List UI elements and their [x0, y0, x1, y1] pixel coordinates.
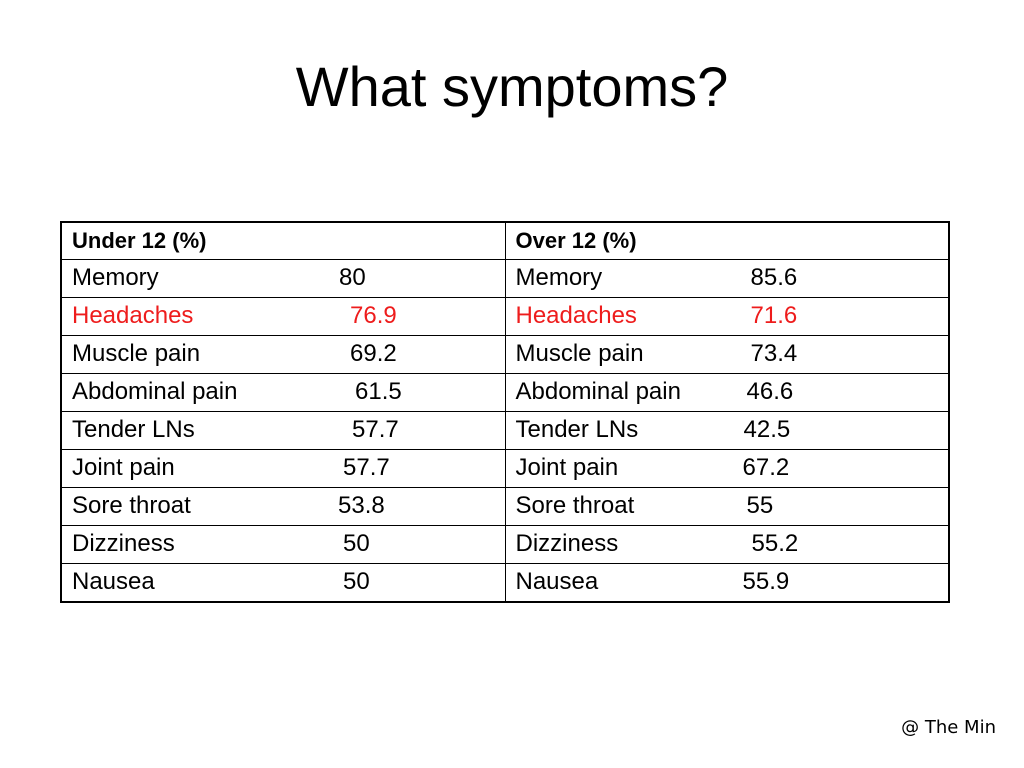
symptom-name: Abdominal pain	[72, 377, 238, 405]
over-12-cell: Joint pain 67.2	[504, 448, 950, 488]
symptom-percent: 57.7	[343, 453, 390, 481]
table-row: Abdominal pain 61.5 Abdominal pain 46.6	[60, 372, 950, 412]
symptom-percent: 85.6	[750, 263, 798, 291]
over-12-cell: Memory 85.6	[504, 258, 950, 298]
symptom-percent: 71.6	[750, 301, 798, 329]
under-12-cell: Dizziness 50	[60, 524, 506, 564]
symptom-name: Memory	[72, 263, 159, 291]
over-12-cell: Abdominal pain 46.6	[504, 372, 950, 412]
symptom-percent: 42.5	[743, 415, 791, 443]
table-header-row: Under 12 (%) Over 12 (%)	[60, 221, 950, 260]
symptom-percent: 55.2	[751, 529, 799, 557]
symptom-percent: 67.2	[742, 453, 790, 481]
under-12-cell: Sore throat 53.8	[60, 486, 506, 526]
over-12-cell: Nausea 55.9	[504, 562, 950, 602]
under-12-cell: Tender LNs 57.7	[60, 410, 506, 450]
symptom-name: Memory	[515, 263, 603, 291]
over-12-cell: Tender LNs 42.5	[504, 410, 950, 450]
symptom-percent: 73.4	[750, 339, 798, 367]
header-under-12: Under 12 (%)	[60, 221, 506, 260]
table-row: Tender LNs 57.7 Tender LNs 42.5	[60, 410, 950, 450]
symptom-name: Dizziness	[72, 529, 175, 557]
slide-title: What symptoms?	[295, 55, 729, 118]
symptom-percent: 50	[343, 567, 370, 595]
symptom-name: Joint pain	[72, 453, 175, 481]
symptom-name: Nausea	[515, 567, 599, 595]
table-body: Memory 80 Memory 85.6 Headaches 76.9 Headaches…	[60, 258, 950, 602]
symptom-name: Sore throat	[515, 491, 635, 519]
symptom-name: Joint pain	[515, 453, 619, 481]
symptom-table: Under 12 (%) Over 12 (%) Memory 80 Memory 8…	[60, 221, 950, 603]
symptom-percent: 57.7	[352, 415, 399, 443]
symptom-percent: 50	[343, 529, 370, 557]
table-row: Headaches 76.9 Headaches 71.6	[60, 296, 950, 336]
table-row: Nausea 50 Nausea 55.9	[60, 562, 950, 602]
symptom-name: Sore throat	[72, 491, 191, 519]
symptom-percent: 46.6	[746, 377, 794, 405]
table-row: Dizziness 50 Dizziness 55.2	[60, 524, 950, 564]
header-over-12: Over 12 (%)	[504, 221, 950, 260]
symptom-name: Abdominal pain	[515, 377, 681, 405]
symptom-percent: 69.2	[350, 339, 397, 367]
under-12-cell: Headaches 76.9	[60, 296, 506, 336]
symptom-percent: 76.9	[350, 301, 397, 329]
symptom-name: Headaches	[72, 301, 194, 329]
table-row: Muscle pain 69.2 Muscle pain 73.4	[60, 334, 950, 374]
table-row: Memory 80 Memory 85.6	[60, 258, 950, 298]
under-12-cell: Memory 80	[60, 258, 506, 298]
symptom-name: Nausea	[72, 567, 155, 595]
under-12-cell: Joint pain 57.7	[60, 448, 506, 488]
over-12-cell: Dizziness 55.2	[504, 524, 950, 564]
table-row: Joint pain 57.7 Joint pain 67.2	[60, 448, 950, 488]
symptom-percent: 53.8	[338, 491, 385, 519]
symptom-percent: 55	[746, 491, 774, 519]
symptom-percent: 55.9	[742, 567, 790, 595]
over-12-cell: Muscle pain 73.4	[504, 334, 950, 374]
over-12-cell: Headaches 71.6	[504, 296, 950, 336]
under-12-cell: Abdominal pain 61.5	[60, 372, 506, 412]
symptom-name: Tender LNs	[72, 415, 195, 443]
symptom-name: Dizziness	[515, 529, 619, 557]
under-12-cell: Muscle pain 69.2	[60, 334, 506, 374]
under-12-cell: Nausea 50	[60, 562, 506, 602]
symptom-percent: 80	[339, 263, 366, 291]
over-12-cell: Sore throat 55	[504, 486, 950, 526]
table-row: Sore throat 53.8 Sore throat 55	[60, 486, 950, 526]
symptom-name: Muscle pain	[515, 339, 644, 367]
symptom-name: Muscle pain	[72, 339, 201, 367]
symptom-percent: 61.5	[355, 377, 402, 405]
watermark: @ The Min	[901, 717, 996, 738]
symptom-name: Headaches	[515, 301, 637, 329]
symptom-name: Tender LNs	[515, 415, 639, 443]
